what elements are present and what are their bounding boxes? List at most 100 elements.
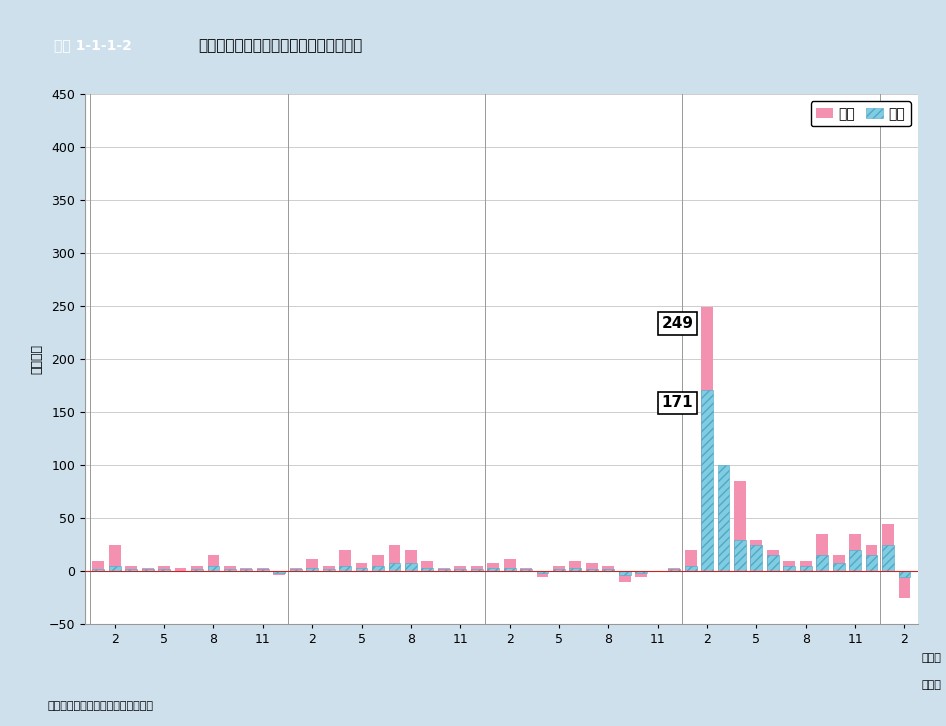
Bar — [191, 569, 203, 571]
Bar — [240, 568, 253, 571]
Bar — [783, 560, 796, 571]
Bar — [125, 566, 137, 571]
Bar — [619, 571, 631, 582]
Bar — [454, 566, 466, 571]
Bar — [636, 571, 647, 574]
Y-axis label: （万人）: （万人） — [30, 344, 44, 375]
Bar — [405, 563, 417, 571]
Bar — [718, 465, 729, 571]
Bar — [832, 555, 845, 571]
Bar — [93, 569, 104, 571]
Bar — [175, 568, 186, 571]
Bar — [750, 539, 762, 571]
Bar — [340, 566, 351, 571]
Bar — [767, 555, 779, 571]
Bar — [718, 497, 729, 571]
Bar — [207, 555, 219, 571]
Bar — [701, 390, 713, 571]
Bar — [207, 566, 219, 571]
Bar — [421, 568, 433, 571]
Bar — [109, 566, 121, 571]
Bar — [356, 568, 367, 571]
Bar — [191, 566, 203, 571]
Bar — [816, 555, 828, 571]
Bar — [685, 550, 696, 571]
Bar — [586, 563, 598, 571]
Bar — [882, 544, 894, 571]
Bar — [899, 571, 910, 597]
Bar — [799, 560, 812, 571]
Bar — [816, 534, 828, 571]
Bar — [603, 569, 614, 571]
Bar — [323, 566, 335, 571]
Bar — [356, 563, 367, 571]
Bar — [866, 544, 878, 571]
Bar — [685, 566, 696, 571]
Bar — [438, 568, 449, 571]
Bar — [569, 568, 582, 571]
Legend: 女性, 男性: 女性, 男性 — [811, 102, 911, 126]
Bar — [372, 566, 384, 571]
Text: （年）: （年） — [921, 680, 941, 690]
Bar — [503, 558, 516, 571]
Bar — [487, 563, 499, 571]
Text: 171: 171 — [661, 396, 693, 410]
Bar — [553, 566, 565, 571]
Bar — [734, 539, 745, 571]
Bar — [405, 550, 417, 571]
Bar — [536, 571, 549, 576]
Bar — [536, 571, 549, 574]
Bar — [142, 568, 153, 571]
Bar — [372, 555, 384, 571]
Text: 図表 1-1-1-2: 図表 1-1-1-2 — [54, 38, 131, 52]
Bar — [158, 566, 170, 571]
Bar — [750, 544, 762, 571]
Bar — [701, 307, 713, 571]
Bar — [850, 534, 861, 571]
Bar — [487, 568, 499, 571]
Bar — [850, 550, 861, 571]
Bar — [125, 569, 137, 571]
Bar — [603, 566, 614, 571]
Bar — [832, 563, 845, 571]
Bar — [307, 558, 318, 571]
Bar — [471, 566, 482, 571]
Bar — [619, 571, 631, 574]
Bar — [93, 560, 104, 571]
Bar — [668, 568, 680, 571]
Bar — [240, 569, 253, 571]
Bar — [257, 569, 269, 571]
Text: 資料：総務省統計局「労働力調査」: 資料：総務省統計局「労働力調査」 — [47, 701, 153, 711]
Bar — [882, 523, 894, 571]
Bar — [289, 568, 302, 571]
Bar — [866, 555, 878, 571]
Bar — [783, 566, 796, 571]
Bar — [569, 560, 582, 571]
Bar — [224, 566, 236, 571]
Bar — [389, 563, 400, 571]
Text: （月）: （月） — [921, 653, 941, 664]
Bar — [520, 568, 532, 571]
Bar — [158, 569, 170, 571]
Bar — [520, 569, 532, 571]
Text: 休業者数の推移（前年同月差、原数値）: 休業者数の推移（前年同月差、原数値） — [199, 38, 363, 53]
Bar — [553, 569, 565, 571]
Bar — [389, 544, 400, 571]
Bar — [289, 569, 302, 571]
Bar — [224, 569, 236, 571]
Bar — [767, 550, 779, 571]
Bar — [471, 569, 482, 571]
Bar — [142, 569, 153, 571]
Bar — [340, 550, 351, 571]
Bar — [799, 566, 812, 571]
Bar — [273, 571, 285, 574]
Bar — [109, 544, 121, 571]
Bar — [454, 569, 466, 571]
Bar — [586, 569, 598, 571]
Bar — [273, 571, 285, 574]
Bar — [668, 569, 680, 571]
Text: 249: 249 — [661, 316, 693, 331]
Bar — [257, 568, 269, 571]
Bar — [421, 560, 433, 571]
Bar — [734, 481, 745, 571]
